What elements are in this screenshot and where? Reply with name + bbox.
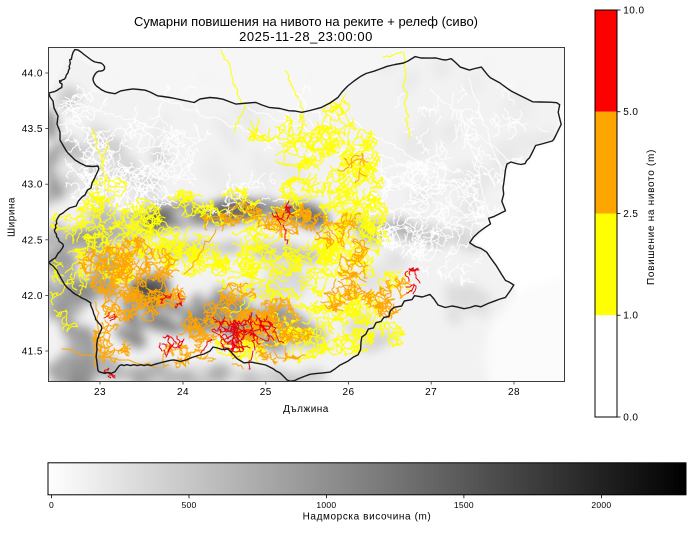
svg-text:1500: 1500 <box>454 500 474 510</box>
svg-text:43.0: 43.0 <box>22 180 43 191</box>
svg-text:2.5: 2.5 <box>623 209 638 220</box>
svg-text:Ширина: Ширина <box>7 197 18 237</box>
svg-text:42.0: 42.0 <box>22 291 43 302</box>
svg-text:27: 27 <box>425 387 437 398</box>
svg-text:2025-11-28_23:00:00: 2025-11-28_23:00:00 <box>239 29 373 44</box>
svg-text:1000: 1000 <box>316 500 336 510</box>
svg-text:43.5: 43.5 <box>22 124 43 135</box>
svg-text:10.0: 10.0 <box>623 5 644 16</box>
svg-text:25: 25 <box>260 387 272 398</box>
svg-text:0: 0 <box>49 500 54 510</box>
svg-text:5.0: 5.0 <box>623 107 638 118</box>
svg-text:500: 500 <box>181 500 196 510</box>
svg-text:41.5: 41.5 <box>22 347 43 358</box>
svg-text:1.0: 1.0 <box>623 311 638 322</box>
svg-text:Дължина: Дължина <box>283 404 329 415</box>
svg-text:28: 28 <box>508 387 520 398</box>
svg-text:Сумарни повишения на нивото на: Сумарни повишения на нивото на реките + … <box>134 14 478 29</box>
svg-text:0.0: 0.0 <box>623 412 638 423</box>
svg-text:23: 23 <box>94 387 106 398</box>
svg-text:44.0: 44.0 <box>22 69 43 80</box>
svg-text:24: 24 <box>177 387 189 398</box>
svg-text:Надморска височина (m): Надморска височина (m) <box>303 511 432 522</box>
svg-text:26: 26 <box>342 387 354 398</box>
svg-text:2000: 2000 <box>591 500 611 510</box>
svg-text:Повишение на нивото (m): Повишение на нивото (m) <box>646 149 657 285</box>
svg-text:42.5: 42.5 <box>22 235 43 246</box>
